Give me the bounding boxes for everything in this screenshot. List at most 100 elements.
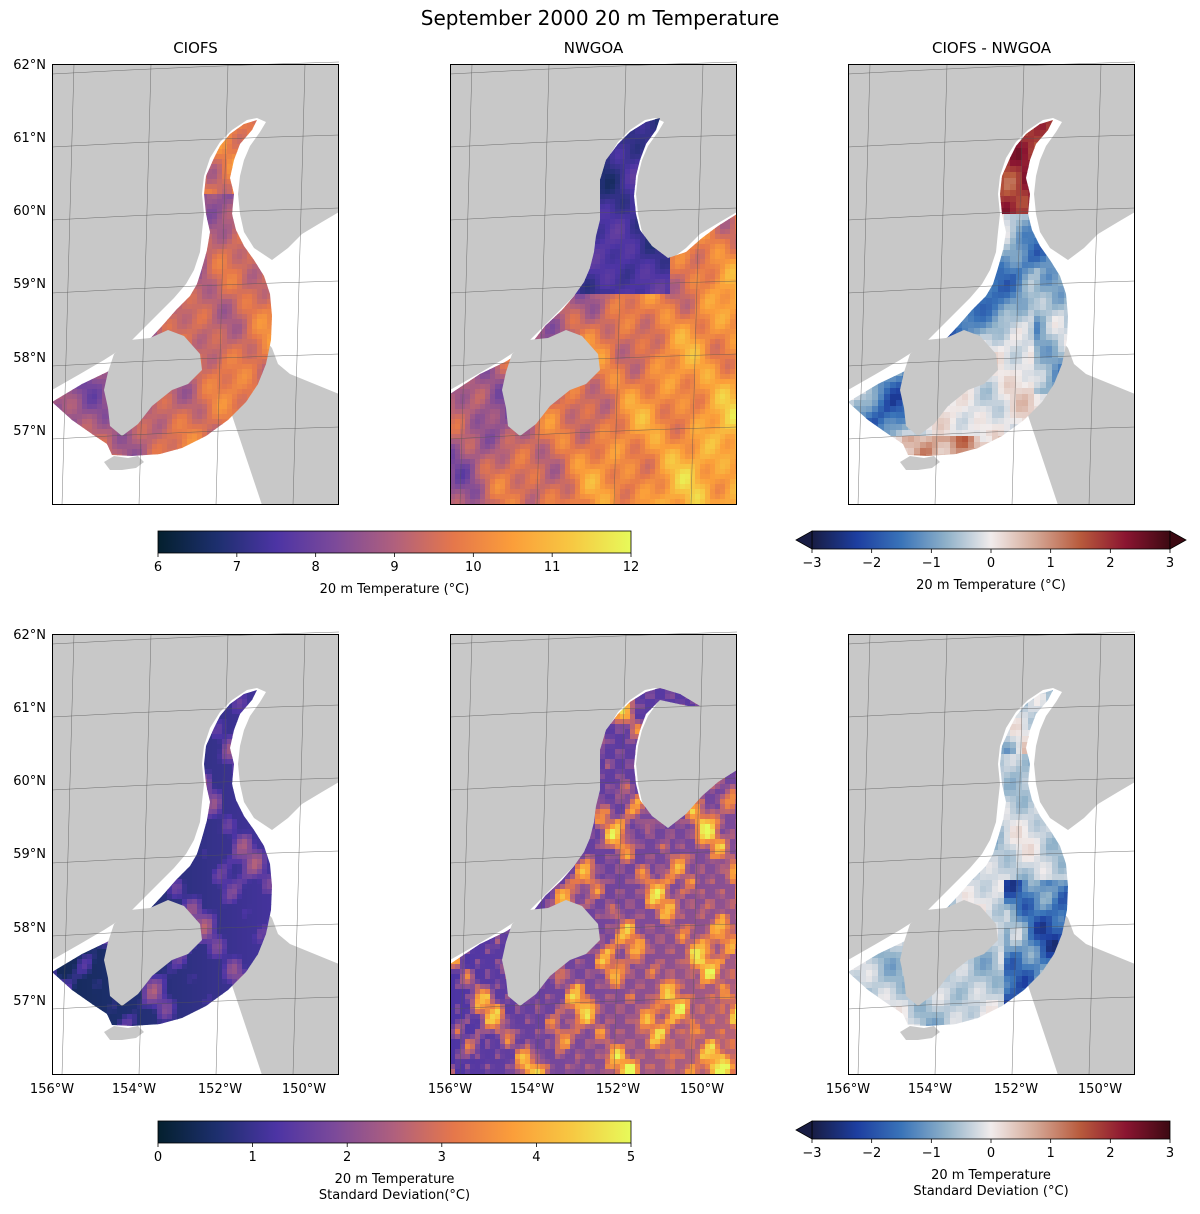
panel-title: CIOFS	[173, 39, 218, 57]
colorbar-tick-label: 1	[1047, 556, 1055, 571]
map-panel-mean-ciofs: CIOFS 62°N 61°N 60°N 59°N 58°N 57°N	[13, 39, 340, 506]
panel-frame	[450, 64, 737, 505]
colorbar-tick-label: 0	[987, 556, 995, 571]
x-tick-label: 154°W	[510, 1082, 554, 1097]
y-tick-label: 60°N	[13, 774, 46, 789]
colorbar-tick-label: 7	[233, 560, 241, 575]
graticule	[51, 631, 340, 1076]
colorbar-gradient	[811, 530, 1171, 550]
y-tick-label: 57°N	[13, 994, 46, 1009]
colorbar-gradient	[811, 1120, 1171, 1140]
x-tick-label: 150°W	[1078, 1082, 1122, 1097]
x-tick-label: 156°W	[826, 1082, 870, 1097]
colorbar-cb-mean: 6 7 8 9 10 11 12 20 m Temperature (°C)	[154, 530, 640, 597]
panel-title: NWGOA	[564, 39, 624, 57]
map-panel-std-diff: 156°W 154°W 152°W 150°W	[826, 631, 1136, 1097]
x-tick-label: 150°W	[680, 1082, 724, 1097]
colorbar-tick-label: −1	[922, 1146, 941, 1161]
colorbar-label: 20 m Temperature	[931, 1168, 1051, 1183]
colorbar-tick-label: 9	[390, 560, 398, 575]
panel-title: CIOFS - NWGOA	[932, 39, 1052, 57]
land-mainland	[52, 64, 339, 390]
colorbar-gradient	[157, 530, 632, 554]
colorbar-tick-label: 3	[438, 1150, 446, 1165]
y-tick-label: 61°N	[13, 131, 46, 146]
colorbar-tick-label: 1	[248, 1150, 256, 1165]
colorbar-tick-label: −3	[802, 1146, 821, 1161]
y-tick-label: 62°N	[13, 58, 46, 73]
colorbar-label: Standard Deviation(°C)	[319, 1188, 470, 1203]
land-kodiak-island	[900, 330, 998, 436]
colorbar-label: 20 m Temperature (°C)	[320, 582, 470, 597]
colorbar-tick-label: 12	[623, 560, 640, 575]
colorbar-gradient	[157, 1120, 632, 1144]
colorbar-extend-max	[1169, 530, 1187, 550]
y-tick-label: 60°N	[13, 204, 46, 219]
land-island	[104, 456, 144, 470]
land-kodiak-island	[104, 900, 202, 1006]
land-kodiak-island	[900, 900, 998, 1006]
figure-title: September 2000 20 m Temperature	[0, 6, 1200, 30]
x-tick-label: 156°W	[428, 1082, 472, 1097]
colorbar-tick-label: −3	[802, 556, 821, 571]
colorbar-tick-label: 0	[154, 1150, 162, 1165]
colorbar-tick-label: 10	[465, 560, 482, 575]
colorbar-tick-label: 6	[154, 560, 162, 575]
x-tick-label: 152°W	[198, 1082, 242, 1097]
y-tick-label: 57°N	[13, 424, 46, 439]
map-panel-mean-nwgoa: NWGOA	[449, 39, 738, 506]
colorbar-tick-label: 11	[544, 560, 561, 575]
panel-frame	[52, 634, 339, 1075]
y-tick-label: 58°N	[13, 351, 46, 366]
colorbar-tick-label: −1	[922, 556, 941, 571]
y-tick-label: 59°N	[13, 277, 46, 292]
graticule	[847, 631, 1136, 1076]
land-kodiak-island	[104, 330, 202, 436]
panel-frame	[52, 64, 339, 505]
colorbar-tick-label: 8	[312, 560, 320, 575]
colorbar-cb-mean-diff: −3 −2 −1 0 1 2 3 20 m Temperature (°C)	[795, 530, 1187, 593]
panel-frame	[848, 634, 1135, 1075]
colorbar-tick-label: 2	[343, 1150, 351, 1165]
y-tick-label: 59°N	[13, 847, 46, 862]
colorbar-tick-label: 1	[1047, 1146, 1055, 1161]
x-tick-label: 152°W	[596, 1082, 640, 1097]
x-tick-label: 154°W	[112, 1082, 156, 1097]
y-tick-label: 62°N	[13, 628, 46, 643]
land-mainland	[848, 64, 1135, 390]
colorbar-tick-label: 3	[1166, 556, 1174, 571]
colorbar-extend-min	[795, 1120, 813, 1140]
colorbar-tick-label: 2	[1106, 1146, 1114, 1161]
colorbar-label: Standard Deviation (°C)	[913, 1184, 1068, 1199]
land-mainland	[450, 64, 737, 390]
x-tick-label: 152°W	[994, 1082, 1038, 1097]
land-mainland	[450, 634, 737, 960]
graticule	[449, 631, 738, 1076]
colorbar-tick-label: −2	[862, 1146, 881, 1161]
colorbar-tick-label: 2	[1106, 556, 1114, 571]
land-kodiak-island	[502, 900, 600, 1006]
colorbar-label: 20 m Temperature (°C)	[916, 578, 1066, 593]
map-panel-std-ciofs: 62°N 61°N 60°N 59°N 58°N 57°N 156°W 154°W 152°W 1…	[13, 628, 340, 1097]
land-mainland	[848, 634, 1135, 960]
x-tick-label: 154°W	[908, 1082, 952, 1097]
graticule	[847, 61, 1136, 506]
land-mainland	[52, 634, 339, 960]
y-tick-label: 58°N	[13, 921, 46, 936]
land-island	[900, 456, 940, 470]
colorbar-tick-label: −2	[862, 556, 881, 571]
colorbar-tick-label: 0	[987, 1146, 995, 1161]
land-island	[104, 1026, 144, 1040]
land-island	[900, 1026, 940, 1040]
colorbar-tick-label: 3	[1166, 1146, 1174, 1161]
x-tick-label: 150°W	[282, 1082, 326, 1097]
panel-frame	[848, 64, 1135, 505]
land-kodiak-island	[502, 330, 600, 436]
map-panel-mean-diff: CIOFS - NWGOA	[847, 39, 1136, 506]
y-tick-label: 61°N	[13, 701, 46, 716]
graticule	[51, 61, 340, 506]
map-panel-std-nwgoa: 156°W 154°W 152°W 150°W	[428, 631, 738, 1097]
